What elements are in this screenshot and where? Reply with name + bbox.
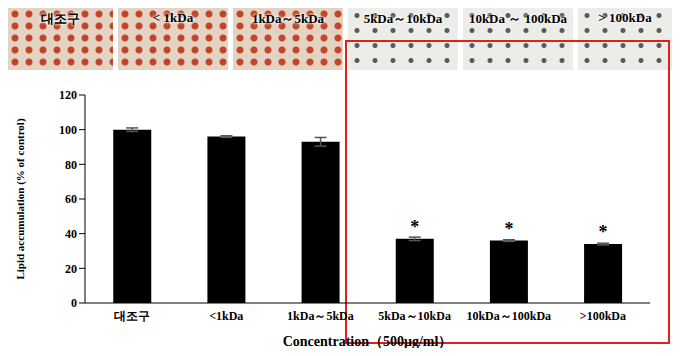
svg-text:<1kDa: <1kDa [209,309,243,323]
svg-text:120: 120 [59,88,77,102]
html-text:1kDa～5kDa: 1kDa～5kDa [251,11,325,26]
svg-text:40: 40 [65,227,77,241]
svg-text:1kDa～5kDa: 1kDa～5kDa [287,309,354,323]
svg-text:*: * [504,219,513,239]
svg-text:0: 0 [71,296,77,310]
html-text:대조구: 대조구 [41,11,80,26]
html-text:10kDa ～ 100kDa: 10kDa ～ 100kDa [468,11,568,26]
svg-text:Concentration（500μg/ml）: Concentration（500μg/ml） [283,334,453,348]
svg-text:5kDa～10kDa: 5kDa～10kDa [378,309,451,323]
svg-text:20: 20 [65,262,77,276]
svg-text:Lipid accumulation (% of contr: Lipid accumulation (% of control) [14,118,27,279]
svg-text:60: 60 [65,192,77,206]
html-text:5kDa～10kDa: 5kDa～10kDa [363,11,443,26]
html-text:< 1kDa: < 1kDa [152,10,194,25]
svg-text:>100kDa: >100kDa [580,309,626,323]
svg-text:80: 80 [65,158,77,172]
svg-text:*: * [410,217,419,237]
html-text:> 100kDa: > 100kDa [598,10,652,25]
svg-text:대조구: 대조구 [114,309,150,323]
svg-text:10kDa～100kDa: 10kDa～100kDa [466,309,551,323]
svg-text:*: * [599,222,608,242]
svg-text:100: 100 [59,123,77,137]
